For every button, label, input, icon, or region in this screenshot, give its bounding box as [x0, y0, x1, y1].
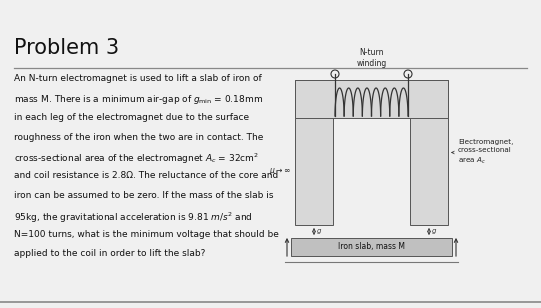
- Bar: [295, 80, 333, 225]
- Text: iron can be assumed to be zero. If the mass of the slab is: iron can be assumed to be zero. If the m…: [14, 191, 274, 200]
- Text: in each leg of the electromagnet due to the surface: in each leg of the electromagnet due to …: [14, 113, 249, 122]
- Text: 95kg, the gravitational acceleration is 9.81 $m/s^2$ and: 95kg, the gravitational acceleration is …: [14, 210, 253, 225]
- Text: An N-turn electromagnet is used to lift a slab of iron of: An N-turn electromagnet is used to lift …: [14, 74, 262, 83]
- Text: g: g: [317, 229, 321, 234]
- Text: $\mu\rightarrow\infty$: $\mu\rightarrow\infty$: [269, 166, 291, 177]
- Bar: [291, 238, 452, 256]
- Text: roughness of the iron when the two are in contact. The: roughness of the iron when the two are i…: [14, 132, 263, 141]
- Text: Iron slab, mass M: Iron slab, mass M: [338, 242, 405, 252]
- Text: mass M. There is a minimum air-gap of $g_{\mathrm{min}}$ = 0.18mm: mass M. There is a minimum air-gap of $g…: [14, 94, 263, 107]
- Text: and coil resistance is 2.8Ω. The reluctance of the core and: and coil resistance is 2.8Ω. The relucta…: [14, 172, 278, 180]
- Bar: [295, 80, 448, 118]
- Text: applied to the coil in order to lift the slab?: applied to the coil in order to lift the…: [14, 249, 206, 258]
- Text: Electromagnet,
cross-sectional
area $A_c$: Electromagnet, cross-sectional area $A_c…: [458, 139, 513, 166]
- Text: Problem 3: Problem 3: [14, 38, 119, 58]
- Text: N-turn
winding: N-turn winding: [357, 48, 387, 68]
- Text: cross-sectional area of the electromagnet $A_c$ = 32cm$^2$: cross-sectional area of the electromagne…: [14, 152, 259, 166]
- Bar: [410, 80, 448, 225]
- Text: N=100 turns, what is the minimum voltage that should be: N=100 turns, what is the minimum voltage…: [14, 230, 279, 239]
- Text: g: g: [432, 229, 437, 234]
